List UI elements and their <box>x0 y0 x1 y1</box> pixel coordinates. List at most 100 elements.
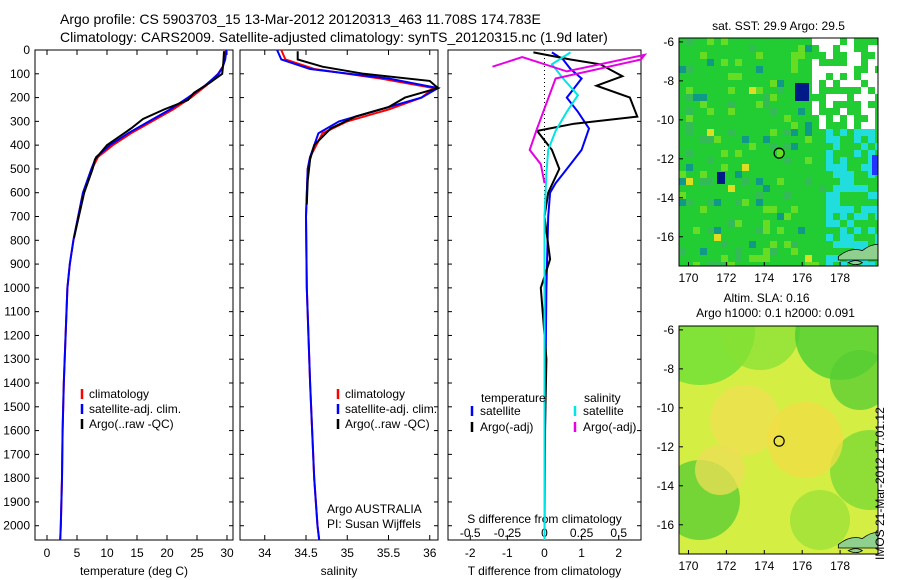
sst-cell <box>868 80 875 87</box>
sst-cell <box>784 192 791 199</box>
sst-cell <box>791 143 798 150</box>
depth-tick-label: 1000 <box>3 281 30 295</box>
sst-cell <box>756 87 763 94</box>
sst-cell <box>861 73 868 80</box>
diff-legend-header: temperature <box>481 391 546 405</box>
sst-cell <box>868 171 875 178</box>
sst-cell <box>840 45 847 52</box>
sst-cell <box>798 45 805 52</box>
sst-cell <box>826 45 833 52</box>
sst-cell <box>728 262 735 266</box>
depth-tick-label: 400 <box>10 138 30 152</box>
sst-map-panel: 170 172 174 176 178 -6 -8 -10 -12 -14 -16 sat. SST:… <box>657 19 879 285</box>
difference-xtick-top-label: -0.5 <box>460 526 481 540</box>
depth-tick-label: 1100 <box>4 305 30 319</box>
sst-cell <box>763 255 770 262</box>
sst-cell <box>812 108 819 115</box>
depth-tick-label: 2000 <box>3 519 30 533</box>
salinity-xtick-label: 34 <box>258 546 272 560</box>
difference-xtick-top-label: 0.25 <box>570 526 594 540</box>
sst-cell <box>826 192 833 199</box>
difference-series-line <box>492 53 648 184</box>
sst-cell <box>847 45 854 52</box>
sst-cell <box>840 234 847 241</box>
difference-xtick-label: 1 <box>578 546 585 560</box>
sst-cell <box>686 178 693 185</box>
sst-cell <box>784 115 791 122</box>
sst-cell <box>721 241 728 248</box>
sst-cell <box>861 94 868 101</box>
depth-tick-label: 700 <box>10 210 30 224</box>
temperature-xaxis-label: temperature (deg C) <box>80 564 188 578</box>
sst-cell <box>707 38 714 45</box>
sst-cell <box>777 227 784 234</box>
sst-cell <box>840 178 847 185</box>
sst-cell <box>770 248 777 255</box>
sst-cell <box>728 101 735 108</box>
sst-cell <box>812 101 819 108</box>
depth-tick-label: 1500 <box>3 400 30 414</box>
sst-cell <box>770 206 777 213</box>
sst-cell <box>756 192 763 199</box>
sst-cell <box>868 206 875 213</box>
sst-cell <box>791 241 798 248</box>
island <box>847 260 864 266</box>
sst-cell <box>707 262 714 266</box>
sst-cell <box>707 136 714 143</box>
temperature-xtick-label: 0 <box>44 546 51 560</box>
sla-map-lon-label: 176 <box>792 559 812 573</box>
sst-cold-patch <box>717 172 725 184</box>
sst-cell <box>861 87 868 94</box>
land-mass <box>837 243 878 261</box>
sst-cell <box>735 255 742 262</box>
sst-map-lat-label: -12 <box>657 152 675 166</box>
sst-cell <box>861 108 868 115</box>
sst-cell <box>847 115 854 122</box>
sst-map-lat-label: -10 <box>657 113 675 127</box>
land-mass <box>837 531 878 549</box>
sst-cell <box>861 143 868 150</box>
sst-cell <box>833 192 840 199</box>
sst-cell <box>721 150 728 157</box>
sst-cell <box>700 248 707 255</box>
salinity-frame <box>239 49 439 541</box>
sst-cell <box>840 108 847 115</box>
sst-cell <box>700 52 707 59</box>
sst-cell <box>721 59 728 66</box>
sst-cell <box>728 108 735 115</box>
sst-cell <box>819 122 826 129</box>
sst-cell <box>721 255 728 262</box>
sla-blob <box>710 385 780 455</box>
sst-cell <box>686 115 693 122</box>
sst-cell <box>763 136 770 143</box>
sst-cell <box>763 227 770 234</box>
sst-cell <box>826 101 833 108</box>
sst-cell <box>679 199 686 206</box>
sst-cell <box>812 59 819 66</box>
sst-cell <box>833 164 840 171</box>
sla-map-lat-label: -10 <box>657 401 675 415</box>
diff-legend-label: Argo(-adj) <box>583 420 636 434</box>
figure-subtitle: Climatology: CARS2009. Satellite-adjuste… <box>60 29 608 45</box>
sst-cell <box>721 164 728 171</box>
sst-cell <box>770 80 777 87</box>
diff-legend-label: Argo(-adj) <box>480 420 533 434</box>
sst-cell <box>784 157 791 164</box>
salinity-series-line <box>276 49 441 541</box>
sst-cell <box>805 136 812 143</box>
sst-cell <box>707 157 714 164</box>
sst-cell <box>875 45 878 52</box>
sst-cell <box>749 143 756 150</box>
sst-cell <box>791 248 798 255</box>
sst-cell <box>875 213 878 220</box>
sst-cell <box>861 185 868 192</box>
argo-float-marker <box>773 435 785 447</box>
sst-cell <box>854 129 861 136</box>
sst-cell <box>861 164 868 171</box>
credit-annotation: Argo AUSTRALIA <box>327 502 422 516</box>
sst-cell <box>854 213 861 220</box>
diff-legend-header: salinity <box>584 391 621 405</box>
sst-cell <box>721 38 728 45</box>
sst-cell <box>700 206 707 213</box>
sst-cell <box>742 164 749 171</box>
